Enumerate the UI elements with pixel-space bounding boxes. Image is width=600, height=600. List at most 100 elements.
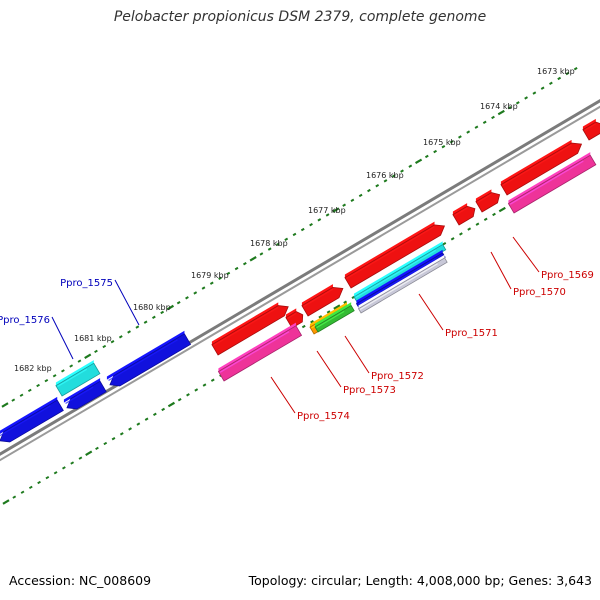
outer-minor-tick (391, 174, 396, 178)
gene-label-ppro-1572[interactable]: Ppro_1572 (371, 371, 424, 382)
inner-major-tick (85, 450, 93, 456)
inner-minor-tick (483, 217, 488, 221)
leader-line-ppro-1573 (316, 350, 342, 388)
inner-minor-tick (53, 471, 58, 475)
outer-minor-tick (424, 154, 429, 159)
outer-minor-tick (482, 120, 487, 124)
outer-minor-tick (36, 383, 40, 388)
outer-minor-tick (19, 393, 24, 397)
inner-minor-tick (186, 393, 190, 397)
outer-minor-tick (375, 183, 380, 188)
outer-major-tick (249, 256, 257, 262)
outer-major-tick (497, 109, 505, 116)
inner-minor-tick (45, 475, 50, 480)
inner-major-tick (167, 401, 176, 408)
gene-label-ppro-1574[interactable]: Ppro_1574 (297, 411, 350, 422)
outer-minor-tick (143, 320, 148, 324)
outer-minor-tick (458, 135, 462, 139)
outer-minor-tick (259, 252, 264, 256)
rna-feature-ppro-1576 (55, 360, 101, 397)
gene-label-ppro-1573[interactable]: Ppro_1573 (343, 385, 396, 396)
outer-minor-tick (226, 271, 231, 276)
inner-minor-tick (459, 232, 463, 236)
outer-major-tick (332, 207, 340, 213)
outer-minor-tick (201, 286, 206, 290)
inner-minor-tick (343, 300, 348, 304)
gene-feature-ppro-1574 (211, 302, 289, 356)
gene-label-ppro-1575[interactable]: Ppro_1575 (60, 278, 113, 289)
gene-feature-ppro-1573 (285, 308, 304, 329)
outer-minor-tick (118, 335, 123, 339)
inner-minor-tick (103, 441, 108, 446)
outer-minor-tick (218, 276, 222, 280)
outer-minor-tick (358, 193, 363, 198)
outer-minor-tick (209, 281, 214, 285)
scale-label: 1677 kbp (308, 206, 346, 215)
inner-minor-tick (119, 432, 124, 436)
inner-minor-tick (202, 383, 207, 387)
leader-line-ppro-1569 (512, 236, 540, 273)
inner-minor-tick (467, 227, 472, 231)
scale-label: 1679 kbp (191, 271, 229, 280)
gene-feature-ppro-1571 (344, 221, 446, 289)
outer-minor-tick (441, 145, 446, 149)
gene-feature-ppro-1569a (475, 189, 501, 213)
gene-label-ppro-1570[interactable]: Ppro_1570 (513, 287, 566, 298)
outer-minor-tick (185, 296, 189, 300)
outer-minor-tick (110, 339, 115, 344)
outer-minor-tick (491, 115, 495, 120)
inner-major-tick (498, 206, 506, 213)
outer-minor-tick (127, 330, 131, 334)
inner-minor-tick (20, 490, 25, 494)
inner-minor-tick (301, 324, 306, 329)
gene-feature-ppro-1569 (500, 139, 583, 196)
outer-minor-tick (325, 213, 330, 217)
outer-major-tick (166, 304, 175, 311)
gene-features (0, 118, 600, 443)
outer-major-tick (414, 158, 423, 165)
outer-minor-tick (193, 291, 198, 295)
accession-text: Accession: NC_008609 (9, 573, 152, 588)
gene-feature-reverse-2 (63, 378, 107, 410)
scale-label: 1675 kbp (423, 138, 461, 147)
leader-line-ppro-1576 (51, 316, 74, 360)
outer-minor-tick (565, 71, 570, 76)
outer-minor-tick (524, 96, 528, 100)
scale-label: 1678 kbp (250, 239, 288, 248)
inner-minor-tick (136, 422, 141, 426)
outer-minor-tick (515, 101, 520, 105)
backbone-outer-line (0, 99, 600, 456)
gene-label-ppro-1569[interactable]: Ppro_1569 (541, 270, 594, 281)
gene-label-ppro-1576[interactable]: Ppro_1576 (0, 315, 50, 326)
scale-labels: 1673 kbp 1674 kbp 1675 kbp 1676 kbp 1677 kbp… (14, 67, 575, 373)
inner-minor-tick (161, 407, 166, 412)
gene-label-ppro-1571[interactable]: Ppro_1571 (445, 328, 498, 339)
outer-minor-tick (540, 86, 545, 90)
scale-label: 1681 kbp (74, 334, 112, 343)
inner-minor-tick (152, 412, 157, 416)
outer-minor-tick (449, 140, 454, 144)
outer-minor-tick (507, 106, 512, 110)
outer-minor-tick (94, 349, 98, 354)
scale-label: 1676 kbp (366, 171, 404, 180)
outer-minor-tick (383, 179, 388, 183)
outer-minor-tick (350, 198, 355, 202)
outer-minor-tick (292, 232, 297, 237)
outer-minor-tick (160, 310, 165, 315)
outer-minor-tick (52, 374, 57, 378)
outer-minor-tick (267, 247, 272, 251)
leader-line-ppro-1571 (418, 293, 444, 331)
gene-feature-ppro-1572 (301, 284, 344, 317)
inner-minor-tick (28, 485, 33, 490)
outer-minor-tick (77, 359, 82, 363)
inner-minor-tick (210, 378, 215, 382)
label-leader-lines (51, 236, 540, 414)
outer-minor-tick (317, 218, 322, 222)
inner-minor-tick (194, 388, 199, 392)
outer-minor-tick (557, 76, 562, 81)
inner-minor-tick (95, 446, 99, 451)
outer-minor-tick (300, 227, 305, 232)
outer-minor-tick (284, 237, 289, 241)
leader-line-ppro-1570 (490, 251, 512, 290)
